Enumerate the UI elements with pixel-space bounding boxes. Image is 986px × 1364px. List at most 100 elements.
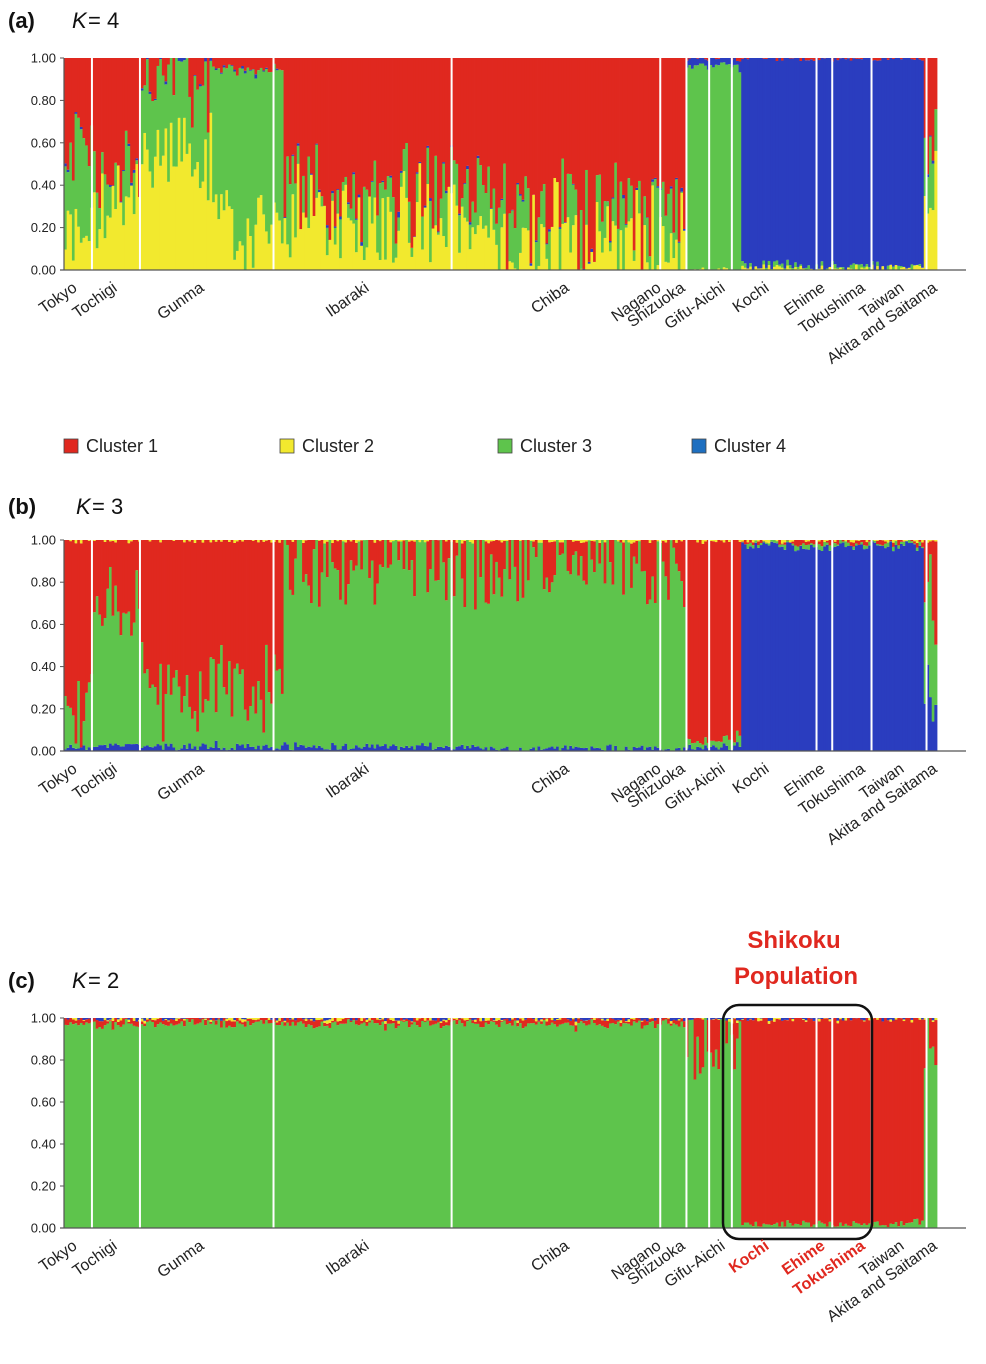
admixture-bar-segment [516, 184, 520, 270]
admixture-bar-segment [132, 58, 136, 170]
admixture-bar-segment [738, 72, 742, 270]
admixture-bar-segment [466, 540, 470, 746]
admixture-bar-segment [95, 746, 99, 751]
admixture-bar-segment [161, 1024, 165, 1228]
admixture-bar-segment [743, 58, 747, 264]
admixture-bar-segment [791, 545, 795, 751]
admixture-bar-segment [302, 542, 306, 582]
admixture-bar-segment [574, 540, 578, 541]
admixture-bar-segment [127, 197, 131, 270]
admixture-bar-segment [397, 1025, 401, 1228]
admixture-bar-segment [156, 540, 160, 705]
admixture-bar-segment [646, 1024, 650, 1228]
admixture-bar-segment [177, 117, 181, 271]
admixture-bar-segment [545, 258, 549, 270]
admixture-bar-segment [336, 189, 340, 191]
admixture-bar-segment [823, 546, 827, 751]
admixture-bar-segment [664, 261, 668, 270]
admixture-bar-segment [585, 747, 589, 751]
admixture-bar-segment [85, 540, 89, 693]
admixture-bar-segment [802, 1220, 806, 1228]
admixture-bar-segment [111, 58, 115, 186]
admixture-bar-segment [325, 1020, 329, 1024]
admixture-bar-segment [156, 58, 160, 66]
panel-b-k-symbol: K [76, 494, 92, 519]
admixture-bar-segment [257, 681, 261, 746]
admixture-bar-segment [265, 58, 269, 68]
population-label-tochigi: Tochigi [70, 760, 121, 802]
admixture-bar-segment [757, 268, 761, 270]
admixture-bar-segment [119, 635, 123, 747]
admixture-bar-segment [722, 62, 726, 268]
admixture-bar-segment [360, 245, 364, 270]
admixture-bar-segment [452, 596, 456, 750]
admixture-bar-segment [455, 1024, 459, 1228]
admixture-bar-segment [399, 746, 404, 751]
admixture-bar-segment [233, 1018, 237, 1021]
admixture-bar-segment [751, 1018, 755, 1021]
admixture-bar-segment [468, 748, 472, 751]
admixture-bar-segment [341, 1023, 345, 1228]
admixture-bar-segment [638, 541, 642, 748]
admixture-bar-segment [146, 1021, 150, 1228]
admixture-bar-segment [479, 1021, 483, 1028]
admixture-bar-segment [164, 743, 168, 751]
admixture-bar-segment [471, 1020, 475, 1024]
admixture-bar-segment [204, 61, 208, 140]
admixture-bar-segment [579, 556, 583, 748]
admixture-bar-segment [780, 267, 784, 270]
admixture-bar-segment [717, 741, 721, 750]
admixture-bar-segment [257, 542, 261, 682]
admixture-bar-segment [325, 1025, 329, 1228]
admixture-bar-segment [241, 540, 245, 542]
admixture-bar-segment [310, 1019, 314, 1021]
admixture-bar-segment [876, 266, 880, 270]
admixture-bar-segment [463, 217, 467, 270]
admixture-bar-segment [566, 58, 570, 174]
admixture-bar-segment [399, 170, 404, 173]
cluster-legend: Cluster 1 Cluster 2 Cluster 3 Cluster 4 [63, 436, 786, 456]
admixture-bar-segment [452, 1020, 456, 1228]
admixture-bar-segment [722, 736, 726, 744]
admixture-bar-segment [913, 59, 917, 266]
admixture-bar-segment [812, 58, 816, 61]
admixture-bar-segment [593, 541, 597, 573]
admixture-bar-segment [807, 60, 811, 266]
admixture-bar-segment [767, 1020, 771, 1024]
admixture-bar-segment [169, 540, 173, 695]
admixture-bar-segment [222, 1018, 226, 1021]
admixture-bar-segment [820, 550, 824, 751]
admixture-bar-segment [884, 1225, 888, 1228]
admixture-bar-segment [79, 242, 83, 270]
admixture-bar-segment [328, 749, 332, 751]
admixture-bar-segment [561, 223, 565, 270]
admixture-bar-segment [283, 1020, 287, 1023]
admixture-bar-segment [437, 1018, 441, 1023]
admixture-bar-segment [410, 1024, 414, 1228]
admixture-bar-segment [146, 669, 150, 746]
admixture-bar-segment [74, 1020, 78, 1024]
admixture-bar-segment [886, 542, 890, 547]
admixture-bar-segment [638, 58, 642, 181]
admixture-bar-segment [183, 1018, 187, 1021]
admixture-bar-segment [566, 540, 570, 571]
admixture-bar-segment [384, 1030, 388, 1228]
admixture-bar-segment [198, 86, 202, 189]
admixture-bar-segment [593, 1022, 597, 1228]
admixture-bar-segment [521, 58, 525, 200]
admixture-bar-segment [376, 540, 380, 584]
admixture-bar-segment [132, 1025, 136, 1228]
admixture-bar-segment [402, 569, 406, 748]
admixture-bar-segment [619, 1026, 623, 1228]
admixture-bar-segment [402, 1021, 406, 1228]
admixture-bar-segment [712, 540, 716, 542]
admixture-bar-segment [452, 184, 456, 270]
admixture-bar-segment [437, 58, 441, 232]
admixture-bar-segment [598, 1018, 602, 1025]
admixture-bar-segment [519, 195, 523, 253]
admixture-bar-segment [878, 1225, 882, 1228]
admixture-bar-segment [823, 541, 827, 547]
admixture-bar-segment [733, 58, 737, 65]
admixture-bar-segment [373, 542, 377, 605]
admixture-bar-segment [717, 1019, 721, 1020]
